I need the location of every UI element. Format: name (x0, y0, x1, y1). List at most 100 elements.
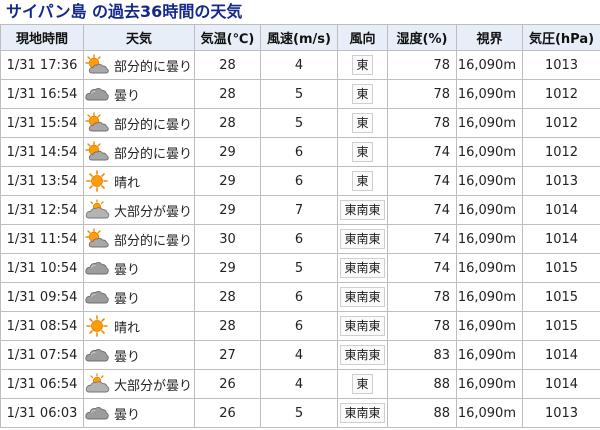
time-cell: 1/31 09:54 (0, 282, 84, 312)
visibility-cell: 16,090m (456, 340, 523, 370)
wind-speed-cell: 6 (260, 137, 338, 167)
pressure-cell: 1012 (522, 108, 600, 138)
pressure-cell: 1014 (522, 340, 600, 370)
humidity-cell: 88 (387, 369, 457, 399)
pressure-cell: 1013 (522, 166, 600, 196)
wind-direction-cell: 東 (337, 108, 388, 138)
wind-direction-badge: 東 (352, 55, 373, 75)
cloudy-icon (85, 83, 115, 105)
weather-cell: 曇り (83, 282, 195, 312)
weather-label: 曇り (114, 291, 141, 307)
table-row: 1/31 07:54 曇り 27 4 東南東 83 16,090m 1014 (0, 340, 600, 370)
humidity-cell: 74 (387, 224, 457, 254)
wind-direction-badge: 東 (352, 142, 373, 162)
mostly-cloudy-icon (85, 373, 115, 395)
wind-direction-cell: 東南東 (337, 253, 388, 283)
humidity-cell: 88 (387, 398, 457, 428)
wind-speed-cell: 7 (260, 195, 338, 225)
time-cell: 1/31 06:03 (0, 398, 84, 428)
wind-direction-cell: 東南東 (337, 224, 388, 254)
wind-direction-badge: 東南東 (340, 229, 385, 249)
table-row: 1/31 12:54 大部分が曇り 29 7 東南東 74 16,090m 1014 (0, 195, 600, 225)
pressure-cell: 1012 (522, 137, 600, 167)
weather-cell: 大部分が曇り (83, 195, 195, 225)
visibility-cell: 16,090m (456, 195, 523, 225)
partly-cloudy-icon (85, 54, 115, 76)
time-cell: 1/31 10:54 (0, 253, 84, 283)
wind-speed-cell: 5 (260, 398, 338, 428)
wind-speed-cell: 6 (260, 311, 338, 341)
temperature-cell: 29 (194, 253, 261, 283)
weather-cell: 部分的に曇り (83, 137, 195, 167)
header-weather: 天気 (83, 24, 195, 51)
weather-label: 晴れ (114, 175, 141, 191)
time-cell: 1/31 07:54 (0, 340, 84, 370)
time-cell: 1/31 12:54 (0, 195, 84, 225)
wind-direction-badge: 東南東 (340, 287, 385, 307)
weather-cell: 大部分が曇り (83, 369, 195, 399)
weather-cell: 晴れ (83, 311, 195, 341)
humidity-cell: 74 (387, 137, 457, 167)
wind-direction-badge: 東 (352, 84, 373, 104)
partly-cloudy-icon (85, 228, 115, 250)
temperature-cell: 29 (194, 195, 261, 225)
humidity-cell: 78 (387, 50, 457, 80)
weather-label: 曇り (114, 262, 141, 278)
table-row: 1/31 16:54 曇り 28 5 東 78 16,090m 1012 (0, 79, 600, 109)
header-time: 現地時間 (0, 24, 84, 51)
table-row: 1/31 08:54 晴れ 28 6 東南東 78 16,090m 1015 (0, 311, 600, 341)
temperature-cell: 30 (194, 224, 261, 254)
pressure-cell: 1015 (522, 311, 600, 341)
time-cell: 1/31 17:36 (0, 50, 84, 80)
weather-label: 部分的に曇り (114, 233, 193, 249)
table-body: 1/31 17:36 部分的に曇り 28 4 東 78 16,090m 1013 1/31 16… (0, 50, 600, 428)
humidity-cell: 74 (387, 253, 457, 283)
visibility-cell: 16,090m (456, 398, 523, 428)
sunny-icon (85, 170, 115, 192)
header-wind-direction: 風向 (337, 24, 388, 51)
weather-label: 部分的に曇り (114, 117, 193, 133)
wind-direction-badge: 東南東 (340, 258, 385, 278)
weather-label: 大部分が曇り (114, 378, 193, 394)
temperature-cell: 28 (194, 50, 261, 80)
visibility-cell: 16,090m (456, 224, 523, 254)
weather-history-table: 現地時間 天気 気温(℃) 風速(m/s) 風向 湿度(%) 視界 気圧(hPa… (0, 24, 600, 428)
wind-speed-cell: 4 (260, 50, 338, 80)
wind-speed-cell: 6 (260, 166, 338, 196)
time-cell: 1/31 11:54 (0, 224, 84, 254)
wind-direction-cell: 東 (337, 137, 388, 167)
pressure-cell: 1015 (522, 253, 600, 283)
header-temperature: 気温(℃) (194, 24, 261, 51)
wind-direction-badge: 東南東 (340, 200, 385, 220)
weather-label: 曇り (114, 349, 141, 365)
visibility-cell: 16,090m (456, 311, 523, 341)
weather-cell: 晴れ (83, 166, 195, 196)
table-row: 1/31 06:54 大部分が曇り 26 4 東 88 16,090m 1014 (0, 369, 600, 399)
pressure-cell: 1012 (522, 79, 600, 109)
wind-direction-cell: 東南東 (337, 311, 388, 341)
humidity-cell: 78 (387, 79, 457, 109)
visibility-cell: 16,090m (456, 282, 523, 312)
pressure-cell: 1014 (522, 369, 600, 399)
header-row: 現地時間 天気 気温(℃) 風速(m/s) 風向 湿度(%) 視界 気圧(hPa… (0, 24, 600, 51)
humidity-cell: 78 (387, 108, 457, 138)
header-wind-speed: 風速(m/s) (260, 24, 338, 51)
weather-label: 部分的に曇り (114, 59, 193, 75)
weather-cell: 曇り (83, 398, 195, 428)
wind-direction-cell: 東 (337, 79, 388, 109)
table-row: 1/31 11:54 部分的に曇り 30 6 東南東 74 16,090m 1014 (0, 224, 600, 254)
visibility-cell: 16,090m (456, 50, 523, 80)
wind-speed-cell: 5 (260, 79, 338, 109)
table-header: 現地時間 天気 気温(℃) 風速(m/s) 風向 湿度(%) 視界 気圧(hPa… (0, 24, 600, 51)
header-visibility: 視界 (456, 24, 523, 51)
weather-label: 部分的に曇り (114, 146, 193, 162)
wind-direction-cell: 東南東 (337, 340, 388, 370)
wind-direction-badge: 東 (352, 374, 373, 394)
weather-cell: 部分的に曇り (83, 50, 195, 80)
weather-label: 曇り (114, 88, 141, 104)
time-cell: 1/31 06:54 (0, 369, 84, 399)
temperature-cell: 28 (194, 311, 261, 341)
header-humidity: 湿度(%) (387, 24, 457, 51)
wind-direction-cell: 東南東 (337, 195, 388, 225)
visibility-cell: 16,090m (456, 369, 523, 399)
